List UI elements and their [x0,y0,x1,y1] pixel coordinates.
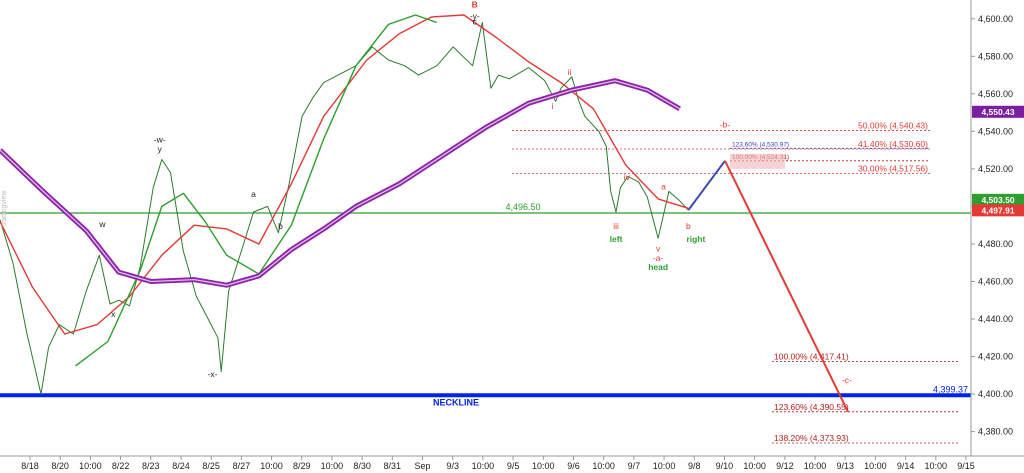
wave-label: v [656,243,661,253]
wave-label: right [686,234,705,244]
price-line [0,22,689,395]
x-tick-label: 9/8 [688,461,701,471]
y-tick-label: 4,440.00 [978,314,1013,324]
fib-level-label: 30.00% (4,517.56) [858,163,928,173]
y-tick-label: 4,420.00 [978,352,1013,362]
wave-label: head [648,262,668,272]
x-tick-label: 10:00 [925,461,948,471]
price-tag-label: 4,503.50 [981,195,1014,205]
y-tick-label: 4,560.00 [978,89,1013,99]
y-tick-label: 4,380.00 [978,427,1013,437]
x-tick-label: Sep [415,461,431,471]
wave-label: w [98,219,106,229]
green-level-label: 4,496.50 [505,202,540,212]
y-tick-label: 4,580.00 [978,51,1013,61]
y-tick-label: 4,600.00 [978,14,1013,24]
wave-label: x [111,309,116,319]
wave-label: iv [624,172,631,182]
target-zone [730,153,785,169]
y-tick-label: 4,540.00 [978,126,1013,136]
wave-label: a [251,189,256,199]
price-tag-label: 4,550.43 [981,107,1014,117]
wave-label: b [686,221,691,231]
neckline-label: NECKLINE [433,397,479,407]
x-tick-label: 9/15 [957,461,975,471]
x-tick-label: 10:00 [260,461,283,471]
x-tick-label: 10:00 [532,461,555,471]
x-tick-label: 10:00 [743,461,766,471]
x-tick-label: 8/18 [21,461,39,471]
wave-label: -w- [154,135,166,145]
price-tag-layer[interactable]: 4,550.43 4,503.504,497.91 [972,105,1024,217]
watermark: tradingview [1,190,8,226]
red-ma-line [0,14,689,335]
x-tick-label: 8/22 [112,461,130,471]
wave-label: iii [613,221,619,231]
wave-label: y [158,144,163,154]
price-tag-background [972,193,1024,206]
blue-projection-line [687,160,726,211]
x-tick-label: 8/31 [384,461,402,471]
x-tick-label: 8/23 [142,461,160,471]
x-tick-label: 8/25 [202,461,220,471]
wave-label: c [473,16,478,26]
wave-label: -y- [470,11,480,21]
price-tag-background [972,204,1024,217]
wave-label: b [278,221,283,231]
wave-label-layer: B-y-c-w-ywx-x-abiiiiiiivav-a-b-b--c-left… [98,0,852,385]
x-tick-label: 9/6 [567,461,580,471]
x-tick-label: 9/10 [716,461,734,471]
x-tick-label: 10:00 [79,461,102,471]
neckline-value-label: 4,399.37 [933,384,968,394]
fib-level-label: 50.00% (4,540.43) [858,121,928,131]
fib-level-label: 123.60% (4,530.97) [732,141,789,148]
horizontal-line-layer: NECKLINE 4,399.37 4,496.50 [0,202,971,407]
x-tick-label: 9/3 [446,461,459,471]
x-tick-label: 8/29 [293,461,311,471]
wave-label: ii [568,67,572,77]
series-layer [0,14,689,395]
fib-level-label: 41.40% (4,530.60) [858,139,928,149]
x-tick-label: 9/7 [628,461,641,471]
y-tick-label: 4,400.00 [978,389,1013,399]
red-projection-line [724,160,849,413]
wave-label: a [661,182,666,192]
fib-level-layer: 50.00% (4,540.43) 41.40% (4,530.60) 30.00%… [512,121,958,444]
x-tick-label: 9/5 [507,461,520,471]
fib-level-label: 123.60% (4,390.55) [774,402,849,412]
x-tick-label: 8/20 [51,461,69,471]
x-tick-label: 10:00 [592,461,615,471]
y-tick-label: 4,480.00 [978,239,1013,249]
x-tick-label: 9/12 [776,461,794,471]
wave-label: -c- [842,375,852,385]
x-tick-label: 8/27 [233,461,251,471]
x-tick-label: 8/30 [353,461,371,471]
projection-layer [687,160,849,413]
x-tick-label: 10:00 [804,461,827,471]
price-tag-label: 4,497.91 [981,205,1014,215]
x-tick-label: 10:00 [472,461,495,471]
x-tick-label: 10:00 [653,461,676,471]
y-tick-label: 4,460.00 [978,276,1013,286]
wave-label: left [610,234,623,244]
x-axis-ticks: 8/18 8/20 10:00 8/22 8/23 8/24 8/25 8/27 10:00 8/… [21,456,975,471]
fib-level-label: 100.00% (4,417.41) [774,351,849,361]
wave-label: -a- [653,253,664,263]
fib-level-label: 138.20% (4,373.93) [774,433,849,443]
x-tick-label: 8/24 [172,461,190,471]
wave-label: B [472,0,478,10]
wave-label: i [551,101,553,111]
green-ma-line [75,14,438,367]
x-tick-label: 9/14 [897,461,915,471]
x-tick-label: 9/13 [836,461,854,471]
wave-label: -x- [208,369,218,379]
x-tick-label: 10:00 [321,461,344,471]
y-tick-label: 4,520.00 [978,164,1013,174]
wave-label: -b- [720,120,731,130]
purple-ma-line [0,80,681,286]
price-tag-background [972,105,1024,118]
x-tick-label: 10:00 [864,461,887,471]
